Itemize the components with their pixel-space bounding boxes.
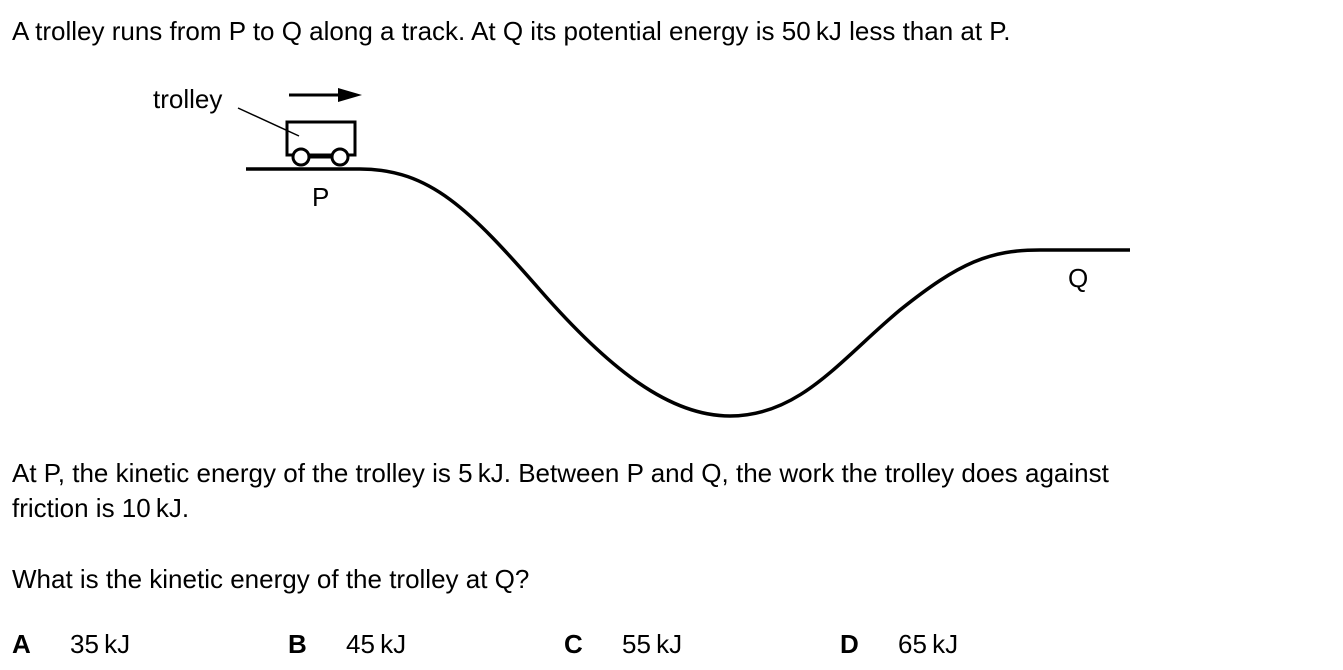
option-text: 35 kJ [70, 629, 131, 659]
option-text: 45 kJ [346, 629, 407, 659]
trolley-label: trolley [153, 84, 222, 114]
question-intro: A trolley runs from P to Q along a track… [12, 16, 1011, 46]
answer-option-b[interactable]: B 45 kJ [288, 626, 406, 662]
question-paragraph-line-1: At P, the kinetic energy of the trolley … [12, 458, 1109, 488]
option-text: 55 kJ [622, 629, 683, 659]
point-p-label: P [312, 182, 329, 212]
trolley-icon [285, 120, 357, 167]
question-prompt: What is the kinetic energy of the trolle… [12, 564, 530, 594]
point-q-label: Q [1068, 263, 1088, 293]
option-letter: C [564, 629, 583, 659]
direction-arrow-icon [289, 88, 362, 102]
question-paragraph-line-2: friction is 10 kJ. [12, 493, 190, 523]
track-line [246, 167, 1130, 418]
option-letter: A [12, 629, 31, 659]
answer-option-c[interactable]: C 55 kJ [564, 626, 682, 662]
answer-option-a[interactable]: A 35 kJ [12, 626, 130, 662]
answer-option-d[interactable]: D 65 kJ [840, 626, 958, 662]
option-letter: B [288, 629, 307, 659]
option-letter: D [840, 629, 859, 659]
track-diagram: trolley P Q [153, 84, 1130, 418]
trolley-leader-line [237, 107, 300, 137]
option-text: 65 kJ [898, 629, 959, 659]
